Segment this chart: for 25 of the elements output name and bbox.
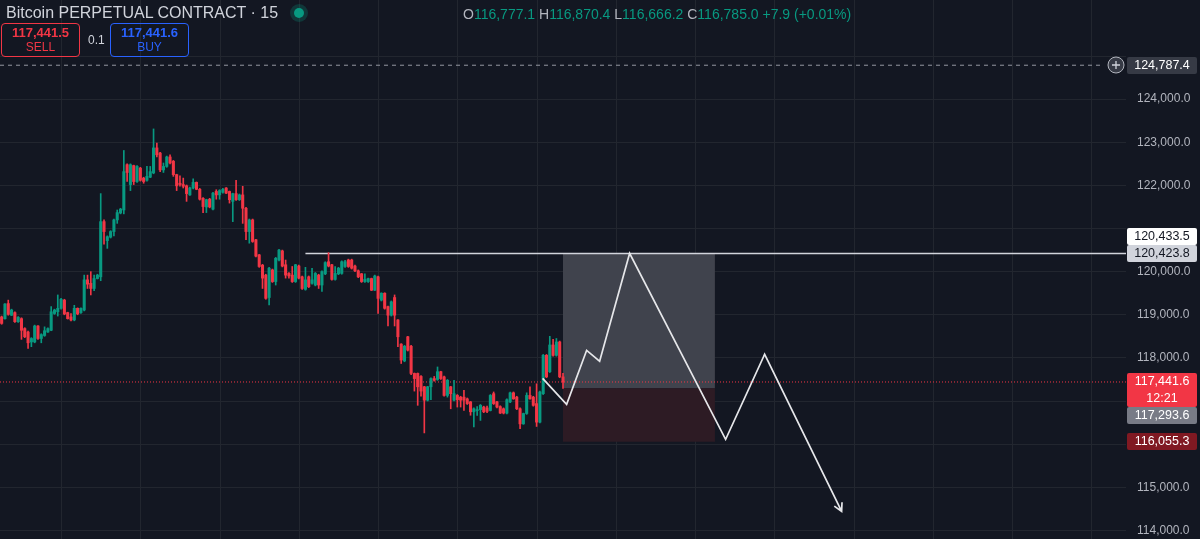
y-tick-label: 123,000.0 xyxy=(1137,134,1191,149)
y-tick-label: 115,000.0 xyxy=(1137,479,1190,494)
annotation: 0.1 xyxy=(88,33,105,47)
annotation: BUY xyxy=(137,40,162,55)
annotation: 117,441.5 xyxy=(11,25,70,40)
text: 116,055.3 xyxy=(1127,433,1197,451)
candlestick xyxy=(178,175,182,187)
y-tick-label: 122,000.0 xyxy=(1137,177,1191,192)
annotation: SELL xyxy=(25,40,56,55)
y-tick-label: 119,000.0 xyxy=(1137,307,1190,322)
text: 120,433.5 xyxy=(1127,227,1197,245)
ref-line-label: 120,423.8 xyxy=(1127,244,1197,262)
buy-button: 117,441.6 BUY xyxy=(110,23,189,57)
y-tick-label: 114,000.0 xyxy=(1137,522,1190,537)
y-tick-label: 118,000.0 xyxy=(1137,350,1190,365)
annotation: O116,777.1 H116,870.4 L116,666.2 C116,785.0 +7.9 (+0.01%) xyxy=(463,6,852,22)
sell-button: 117,441.5 SELL xyxy=(1,23,80,57)
y-tick-label: 124,000.0 xyxy=(1137,91,1191,106)
text: 117,293.6 xyxy=(1127,407,1197,425)
ref-line-label: 124,787.4 xyxy=(1127,56,1197,74)
candlestick xyxy=(472,407,476,428)
annotation: 117,441.6 xyxy=(120,25,179,40)
chart-title: Bitcoin PERPETUAL CONTRACT · 15 xyxy=(6,3,279,23)
ref-line-label: 117,441.6 12:21 xyxy=(1127,373,1197,408)
y-tick-label: 120,000.0 xyxy=(1137,263,1191,278)
